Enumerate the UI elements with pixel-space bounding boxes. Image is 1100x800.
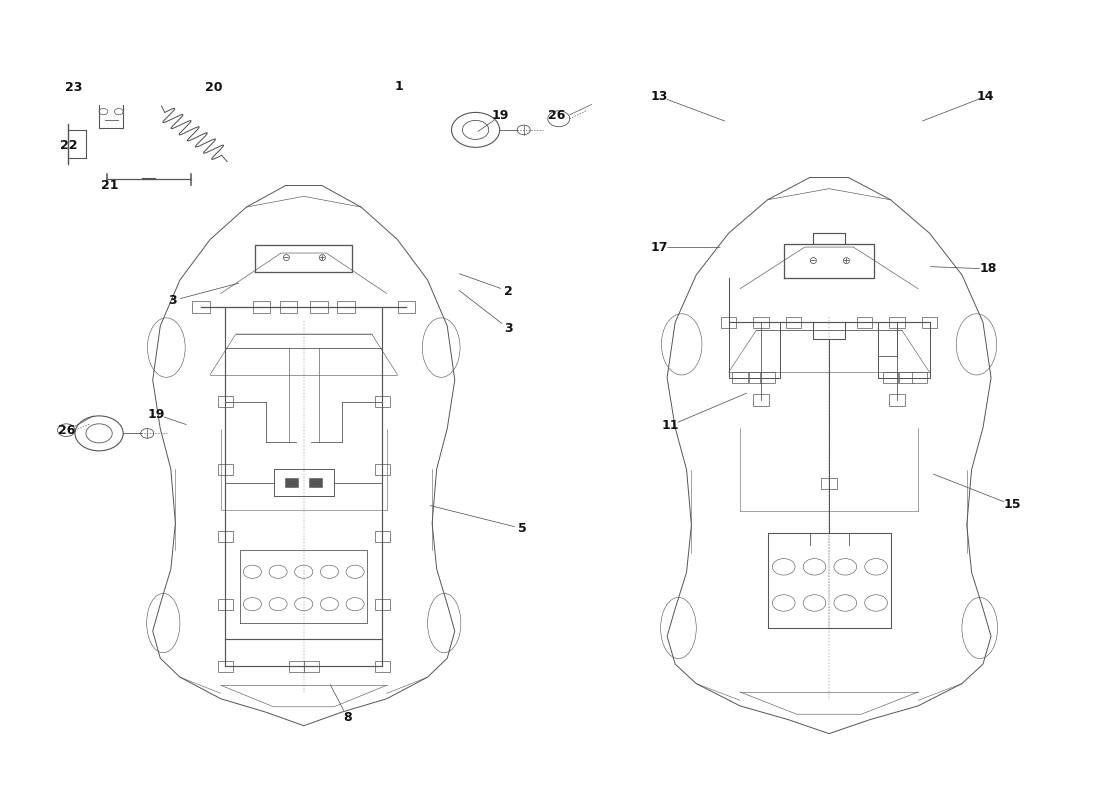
Bar [288, 661, 304, 672]
Text: 3: 3 [168, 294, 177, 307]
Text: 3: 3 [504, 322, 513, 335]
Bar [822, 478, 837, 489]
Text: 18: 18 [979, 262, 997, 275]
Bar [338, 301, 355, 314]
Bar [310, 301, 328, 314]
Text: 1: 1 [395, 80, 404, 93]
Bar [218, 661, 233, 672]
Text: 13: 13 [651, 90, 668, 103]
Bar [883, 372, 899, 383]
Text: 17: 17 [651, 241, 668, 254]
Text: 26: 26 [57, 424, 75, 437]
Bar [785, 317, 801, 328]
Bar [899, 372, 914, 383]
Text: ⊕: ⊕ [840, 256, 849, 266]
Text: 22: 22 [59, 139, 77, 152]
Bar [748, 372, 763, 383]
Text: 20: 20 [206, 82, 223, 94]
Text: 14: 14 [977, 90, 994, 103]
Bar [720, 317, 736, 328]
Bar [253, 301, 271, 314]
Bar [922, 317, 937, 328]
Text: 26: 26 [548, 109, 565, 122]
Bar [192, 301, 210, 314]
Text: ⊖: ⊖ [808, 256, 817, 266]
Bar [890, 317, 905, 328]
Bar [912, 372, 927, 383]
Text: 23: 23 [65, 82, 82, 94]
Text: 2: 2 [504, 285, 513, 298]
Bar [754, 394, 769, 406]
Text: 19: 19 [492, 109, 509, 122]
Bar [218, 598, 233, 610]
Text: ⊖: ⊖ [282, 254, 290, 263]
Bar [218, 463, 233, 474]
Bar [375, 598, 389, 610]
Bar [279, 301, 297, 314]
Bar [218, 531, 233, 542]
Text: 19: 19 [147, 408, 165, 421]
Bar [754, 317, 769, 328]
Bar [760, 372, 775, 383]
Bar [375, 531, 389, 542]
Bar [218, 396, 233, 407]
Bar [304, 661, 319, 672]
Text: 15: 15 [1003, 498, 1021, 511]
Bar [857, 317, 872, 328]
Text: ⊕: ⊕ [318, 254, 327, 263]
Text: 8: 8 [343, 711, 352, 724]
Bar [375, 396, 389, 407]
Text: 11: 11 [661, 419, 679, 432]
Bar [890, 394, 905, 406]
Bar [375, 661, 389, 672]
Bar [733, 372, 748, 383]
Text: 21: 21 [101, 179, 119, 192]
Bar [398, 301, 415, 314]
Text: 5: 5 [518, 522, 527, 535]
Bar [375, 463, 389, 474]
Bar [309, 478, 322, 487]
Bar [285, 478, 298, 487]
